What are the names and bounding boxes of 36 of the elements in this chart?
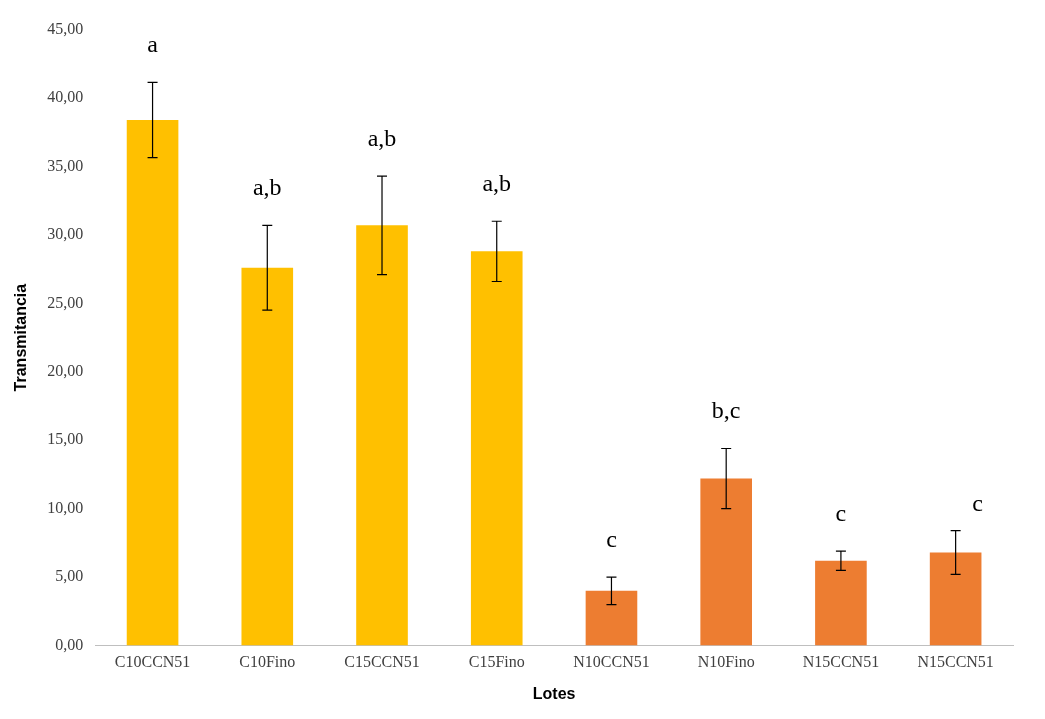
annotation: c	[835, 500, 847, 527]
bar	[126, 119, 179, 646]
y-tick-label: 10,00	[47, 498, 84, 516]
x-tick-label: N15CCN51	[917, 653, 994, 671]
y-tick-label: 45,00	[47, 19, 84, 37]
bar	[585, 590, 638, 646]
y-tick-label: 0,00	[55, 635, 84, 653]
annotation: a	[147, 31, 159, 58]
x-tick-label: N15CCN51	[802, 653, 880, 671]
y-tick-label: 5,00	[55, 567, 84, 585]
bar	[929, 552, 982, 646]
annotation: a,b	[252, 174, 282, 201]
y-tick-label: 25,00	[47, 293, 84, 311]
bar	[470, 251, 523, 646]
x-tick-label: C10Fino	[239, 653, 296, 671]
annotation: c	[972, 489, 983, 516]
x-tick-label: C15CCN51	[344, 653, 420, 671]
annotation: a,b	[367, 125, 397, 152]
bar	[700, 478, 752, 646]
y-tick-label: 15,00	[47, 430, 84, 448]
x-tick-label: N10CCN51	[573, 653, 650, 671]
y-tick-label: 20,00	[47, 362, 84, 380]
y-axis-title: Transmitancia	[12, 283, 30, 392]
x-axis-title: Lotes	[532, 684, 576, 702]
x-tick-label: N10Fino	[697, 653, 755, 671]
y-tick-label: 35,00	[47, 156, 84, 174]
y-tick-label: 30,00	[47, 225, 84, 243]
y-tick-label: 40,00	[47, 88, 84, 106]
annotation: c	[606, 526, 617, 553]
annotation: a,b	[482, 170, 512, 197]
bar	[356, 225, 408, 646]
x-tick-label: C10CCN51	[114, 653, 191, 671]
annotation: b,c	[711, 397, 741, 424]
x-tick-label: C15Fino	[468, 653, 525, 671]
bar	[815, 560, 867, 646]
bar	[241, 267, 294, 646]
